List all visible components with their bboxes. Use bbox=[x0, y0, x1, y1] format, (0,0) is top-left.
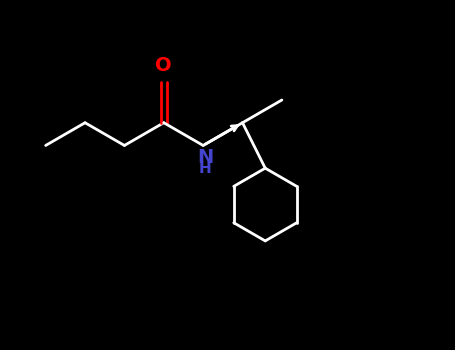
Text: N: N bbox=[197, 148, 213, 167]
Text: O: O bbox=[156, 56, 172, 75]
Text: H: H bbox=[199, 161, 212, 176]
